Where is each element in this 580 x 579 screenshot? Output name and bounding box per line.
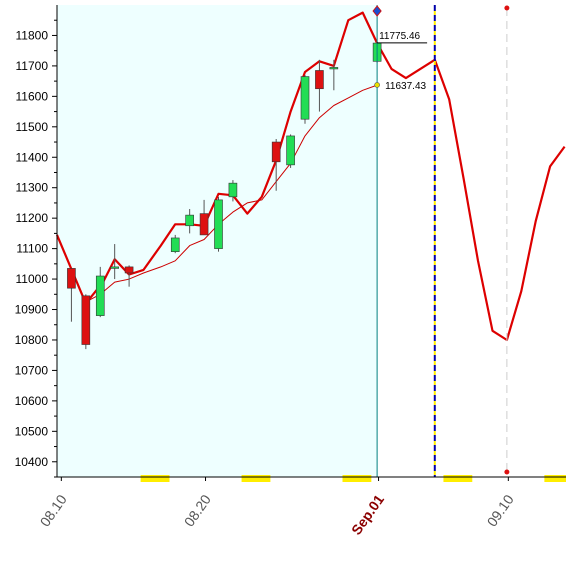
- y-tick-label: 10400: [15, 455, 49, 469]
- y-tick-label: 11800: [16, 28, 49, 42]
- y-tick-label: 11400: [16, 150, 49, 164]
- candle-body: [315, 70, 324, 90]
- candle-up: [95, 266, 105, 318]
- candle-body: [286, 135, 295, 166]
- ma-value-label: 11637.43: [385, 81, 426, 92]
- candle-body: [214, 199, 223, 249]
- candle-body: [271, 141, 281, 163]
- moving-average-line: [85, 84, 378, 303]
- forecast-line: [55, 11, 566, 342]
- y-tick-label: 11600: [16, 89, 49, 103]
- candle-up: [214, 196, 223, 252]
- candle-body: [95, 275, 105, 316]
- candle-down: [315, 59, 324, 112]
- y-tick-label: 10500: [15, 424, 49, 438]
- candle-body: [67, 268, 76, 289]
- candle-up: [329, 59, 339, 91]
- close-marker: [372, 5, 382, 17]
- y-tick-label: 11700: [16, 59, 49, 73]
- candle-body: [124, 266, 134, 274]
- candle-body: [185, 214, 194, 227]
- holiday-marker: [443, 475, 473, 482]
- candle-up: [170, 234, 180, 254]
- holiday-marker: [544, 475, 566, 482]
- candle-down: [81, 294, 91, 350]
- candle-body: [170, 237, 180, 252]
- holiday-marker: [140, 475, 170, 482]
- range-marker-bottom: [504, 469, 510, 475]
- candle-down: [67, 268, 76, 322]
- candle-body: [110, 266, 119, 269]
- y-tick-label: 11200: [16, 211, 49, 225]
- candle-up: [110, 244, 119, 280]
- holiday-marker: [342, 475, 372, 482]
- candle-body: [199, 213, 209, 236]
- y-tick-label: 10700: [15, 363, 49, 377]
- range-marker-top: [504, 5, 510, 11]
- close-value-label: 11775.46: [379, 31, 420, 42]
- y-tick-label: 10600: [15, 394, 49, 408]
- candle-up: [185, 209, 194, 234]
- y-tick-label: 10800: [15, 333, 49, 347]
- candle-up: [286, 134, 295, 168]
- y-tick-label: 11300: [16, 181, 49, 195]
- candle-body: [81, 295, 91, 345]
- candle-down: [199, 199, 209, 236]
- candle-body: [228, 182, 238, 198]
- y-tick-label: 11500: [16, 120, 49, 134]
- candle-up: [300, 75, 310, 124]
- candle-up: [228, 180, 238, 202]
- y-tick-label: 10900: [15, 303, 49, 317]
- candle-body: [300, 76, 310, 120]
- candle-body: [329, 67, 339, 70]
- holiday-marker: [241, 475, 271, 482]
- candle-down: [124, 265, 134, 287]
- ma-marker: [374, 82, 380, 88]
- y-tick-label: 11000: [16, 272, 49, 286]
- candle-down: [271, 138, 281, 191]
- y-tick-label: 11100: [16, 242, 48, 256]
